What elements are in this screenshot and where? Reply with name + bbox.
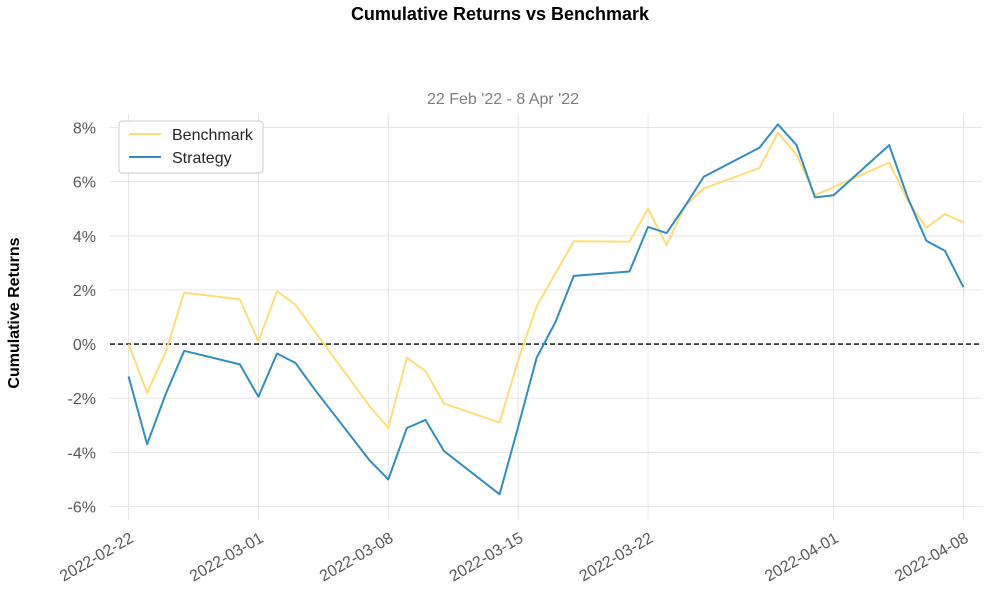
- x-tick-label: 2022-04-01: [762, 530, 841, 586]
- x-tick-label: 2022-03-22: [577, 530, 656, 586]
- y-tick-label: -2%: [68, 391, 96, 408]
- y-tick-label: 6%: [73, 175, 96, 192]
- y-tick-label: 4%: [73, 229, 96, 246]
- legend-label-strategy: Strategy: [172, 150, 232, 167]
- legend: Benchmark Strategy: [118, 120, 264, 174]
- y-tick-label: -4%: [68, 445, 96, 462]
- x-tick-label: 2022-02-22: [57, 530, 136, 586]
- series-line-benchmark: [127, 131, 964, 429]
- x-tick-label: 2022-03-08: [317, 530, 396, 586]
- x-tick-labels: 2022-02-22 2022-03-01 2022-03-08 2022-03-15…: [57, 530, 971, 586]
- x-tick-label: 2022-03-15: [447, 530, 526, 586]
- x-tick-label: 2022-03-01: [187, 530, 266, 586]
- x-tick-label: 2022-04-08: [892, 530, 971, 586]
- y-tick-labels: -6% -4% -2% 0% 2% 4% 6% 8%: [68, 121, 96, 517]
- series-line-strategy: [127, 123, 965, 496]
- y-axis-label: Cumulative Returns: [6, 237, 23, 388]
- chart-subtitle: 22 Feb '22 - 8 Apr '22: [427, 91, 579, 108]
- legend-label-benchmark: Benchmark: [172, 127, 254, 144]
- y-tick-label: 2%: [73, 283, 96, 300]
- grid: [110, 114, 982, 520]
- y-tick-label: 8%: [73, 121, 96, 138]
- y-tick-label: -6%: [68, 499, 96, 516]
- series-lines: [127, 123, 965, 496]
- y-tick-label: 0%: [73, 337, 96, 354]
- chart-title: Cumulative Returns vs Benchmark: [351, 4, 650, 24]
